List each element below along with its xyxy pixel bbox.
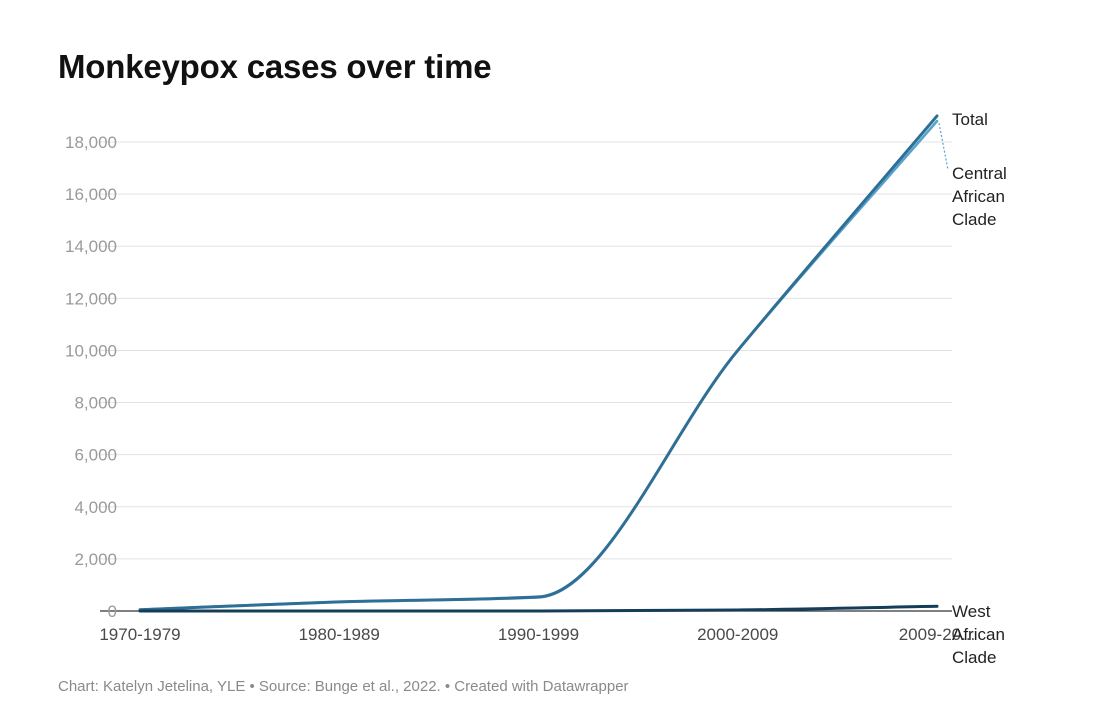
chart-footer: Chart: Katelyn Jetelina, YLE • Source: B… xyxy=(58,678,629,695)
chart-title: Monkeypox cases over time xyxy=(58,48,492,85)
x-tick-label: 2009-20... xyxy=(899,625,976,644)
y-tick-label: 0 xyxy=(108,602,117,621)
y-tick-label: 12,000 xyxy=(65,289,117,308)
x-tick-label: 1970-1979 xyxy=(99,625,180,644)
y-tick-label: 2,000 xyxy=(74,550,117,569)
y-tick-label: 4,000 xyxy=(74,498,117,517)
y-tick-label: 18,000 xyxy=(65,133,117,152)
series-lines xyxy=(138,114,939,613)
x-axis-ticks: 1970-1979 1980-1989 1990-1999 2000-2009 2009… xyxy=(99,625,975,644)
series-label-central-line: Clade xyxy=(952,210,996,229)
y-tick-label: 16,000 xyxy=(65,185,117,204)
y-tick-label: 10,000 xyxy=(65,341,117,360)
y-tick-label: 8,000 xyxy=(74,394,117,413)
series-label-west-line: Clade xyxy=(952,648,996,667)
x-tick-label: 1990-1999 xyxy=(498,625,579,644)
series-label-west-line: West xyxy=(952,602,991,621)
series-label-central-line: African xyxy=(952,187,1005,206)
y-tick-label: 14,000 xyxy=(65,237,117,256)
series-label-central-line: Central xyxy=(952,164,1007,183)
gridlines xyxy=(100,141,952,612)
series-labels: Total Central African Clade West African Clade xyxy=(938,110,1007,667)
x-tick-label: 2000-2009 xyxy=(697,625,778,644)
series-label-west-line: African xyxy=(952,625,1005,644)
x-tick-label: 1980-1989 xyxy=(299,625,380,644)
y-tick-label: 6,000 xyxy=(74,446,117,465)
series-label-total: Total xyxy=(952,110,988,129)
series-line-west-african-clade xyxy=(138,604,939,613)
label-leader xyxy=(938,123,949,171)
y-axis-ticks: 0 2,000 4,000 6,000 8,000 10,000 12,000 14,000 1… xyxy=(65,133,117,621)
series-line-total xyxy=(138,114,939,612)
